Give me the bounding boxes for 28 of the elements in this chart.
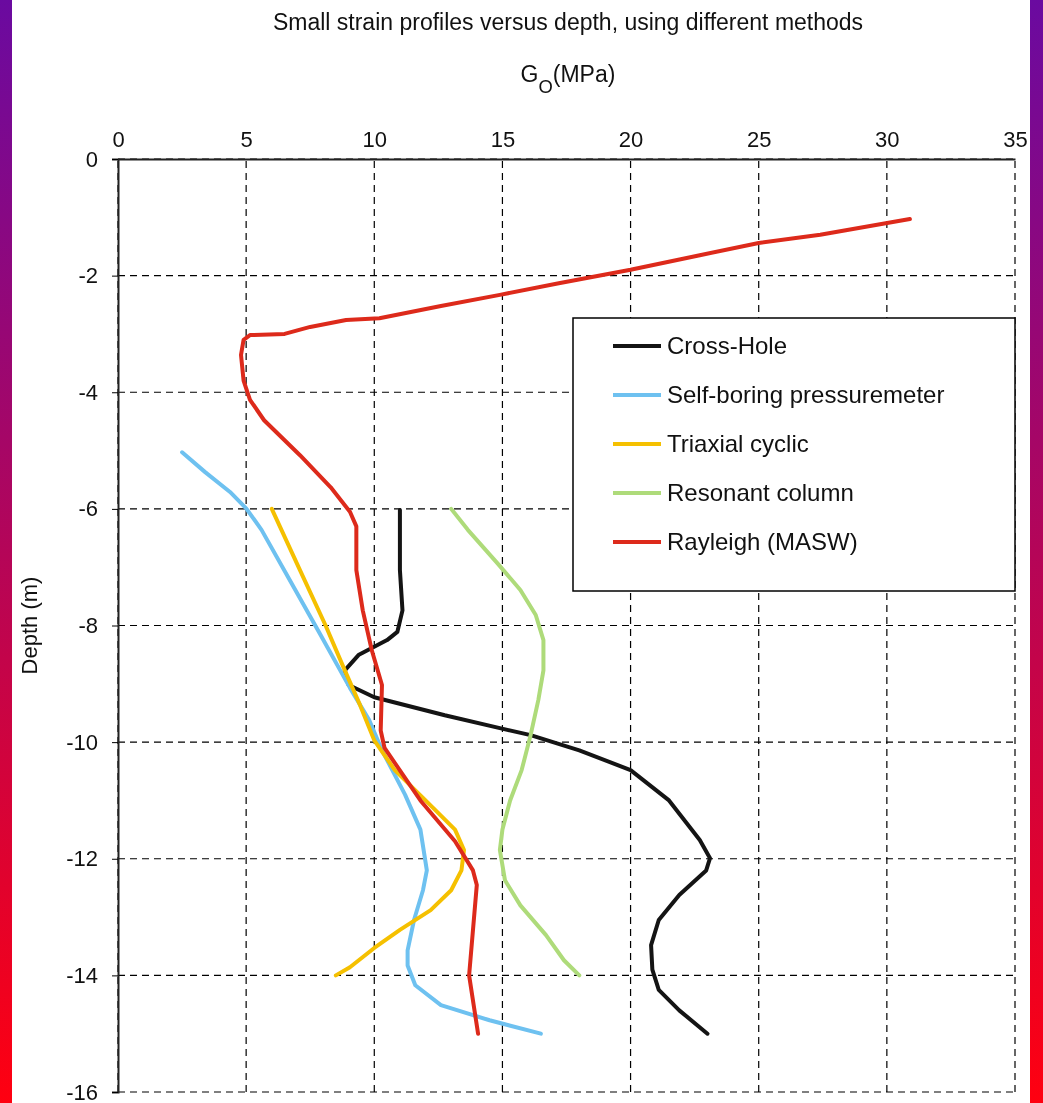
- line-series: [449, 506, 582, 978]
- legend-label: Triaxial cyclic: [667, 430, 809, 457]
- chart-title: Small strain profiles versus depth, using different methods: [272, 9, 864, 35]
- x-tick-label: 30: [875, 127, 900, 152]
- x-tick-label: 5: [240, 127, 253, 152]
- y-tick-label: -12: [66, 846, 98, 872]
- y-tick-label: 0: [85, 146, 98, 172]
- line-series: [269, 506, 466, 978]
- y-tick-label: -6: [78, 496, 98, 522]
- x-axis-title: G$_{O}$(MPa): [520, 61, 616, 97]
- y-tick-label: -8: [78, 613, 98, 639]
- y-tick-label: -14: [66, 962, 98, 988]
- y-tick-label: -4: [78, 379, 98, 405]
- x-tick-label: 20: [618, 127, 644, 152]
- line-series: [180, 450, 543, 1036]
- legend-label: Rayleigh (MASW): [667, 528, 858, 555]
- x-tick-label: 0: [112, 127, 125, 152]
- y-tick-label: -10: [66, 729, 98, 755]
- legend-label: Cross-Hole: [667, 332, 788, 359]
- y-tick-label: -16: [66, 1079, 98, 1103]
- x-tick-label: 15: [490, 127, 516, 152]
- y-axis-title: Depth (m): [17, 576, 42, 675]
- y-tick-label: -2: [78, 263, 98, 289]
- legend-label: Self-boring pressuremeter: [667, 381, 945, 408]
- x-tick-label: 25: [746, 127, 772, 152]
- x-tick-label: 35: [1003, 127, 1028, 152]
- legend-label: Resonant column: [667, 479, 854, 506]
- x-tick-label: 10: [362, 127, 388, 152]
